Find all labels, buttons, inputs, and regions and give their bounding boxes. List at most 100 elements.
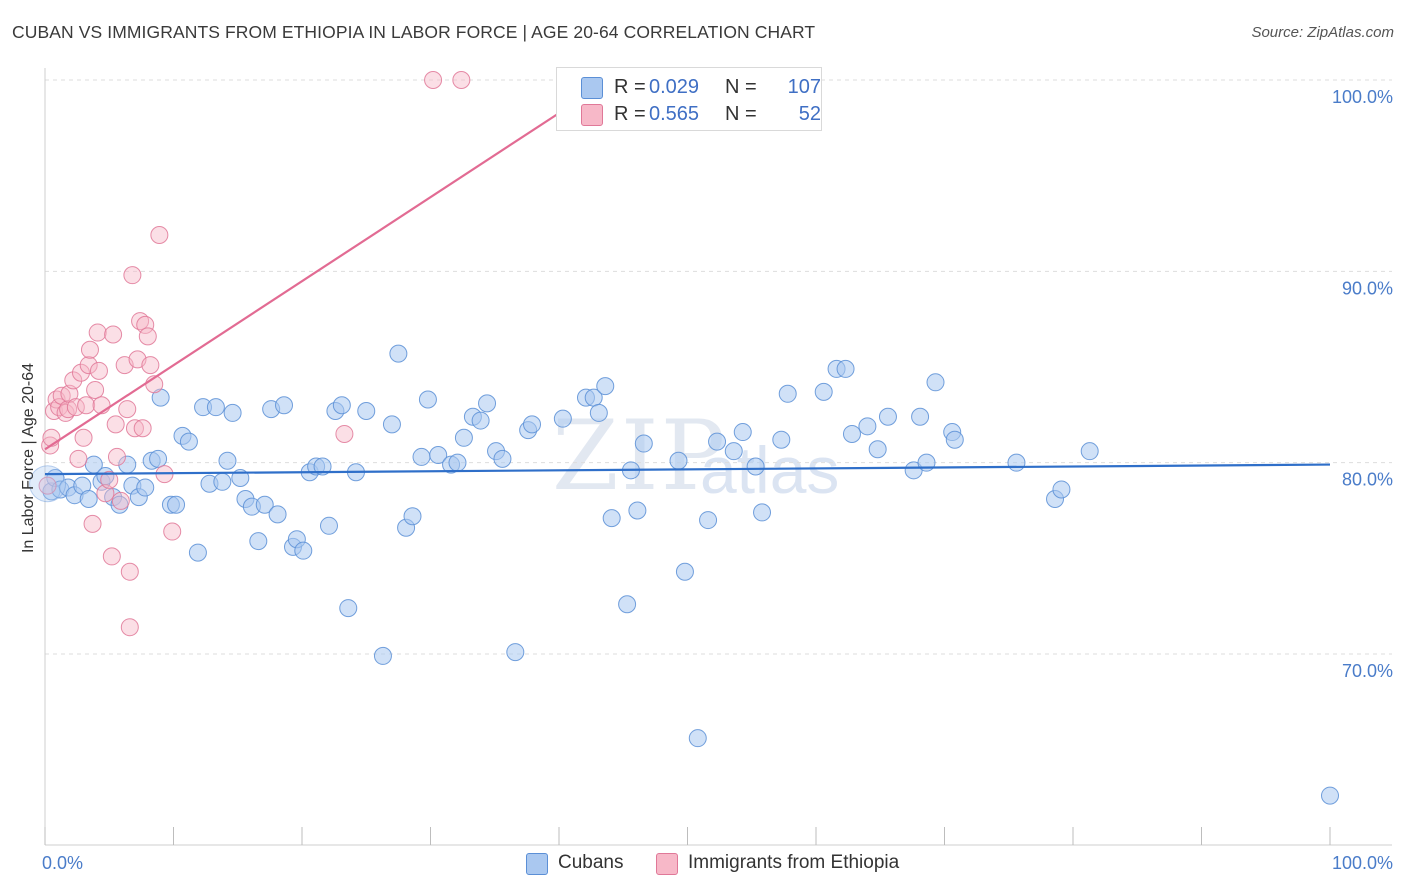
- cuban-point: [389, 344, 408, 363]
- ethiopia-point: [64, 371, 83, 390]
- ethiopia-point: [111, 491, 130, 510]
- cuban-point: [382, 415, 401, 434]
- cubans-swatch: [581, 77, 603, 99]
- cuban-point: [218, 451, 237, 470]
- r-value: 0.029: [649, 76, 700, 98]
- y-tick-label: 80.0%: [1342, 470, 1393, 490]
- ethiopia-point: [424, 71, 443, 89]
- cuban-point: [471, 411, 490, 430]
- n-value: 107: [787, 76, 821, 98]
- cuban-point: [206, 398, 225, 417]
- cuban-point: [412, 447, 431, 466]
- watermark-zip: ZIP: [552, 400, 728, 512]
- cuban-point: [268, 505, 287, 524]
- ethiopia-point: [42, 428, 61, 447]
- ethiopia-point: [102, 547, 121, 566]
- cuban-point: [478, 394, 497, 413]
- cuban-point: [249, 532, 268, 551]
- chart-title: CUBAN VS IMMIGRANTS FROM ETHIOPIA IN LAB…: [12, 22, 816, 42]
- ethiopia-trend-line: [44, 109, 564, 451]
- grid-lines: [45, 79, 1392, 655]
- ethiopia-point: [89, 361, 108, 380]
- cuban-point: [733, 423, 752, 442]
- cuban-point: [945, 430, 964, 449]
- ethiopia-point: [104, 325, 123, 344]
- cuban-point: [332, 396, 351, 415]
- cuban-point: [339, 599, 358, 618]
- cuban-point: [403, 507, 422, 526]
- n-label: N =: [725, 103, 757, 125]
- cuban-point: [553, 409, 572, 428]
- ethiopia-point: [100, 470, 119, 489]
- cuban-point: [213, 472, 232, 491]
- ethiopia-point: [77, 396, 96, 415]
- ethiopia-point: [106, 415, 125, 434]
- cuban-point: [493, 449, 512, 468]
- cuban-point: [418, 390, 437, 409]
- cuban-point: [836, 359, 855, 378]
- cuban-point: [448, 453, 467, 472]
- cuban-point: [602, 509, 621, 528]
- axis-labels: 70.0% 80.0% 90.0% 100.0% 0.0% 100.0% In Labor …: [20, 87, 1393, 873]
- cuban-point: [628, 501, 647, 520]
- data-points: [29, 71, 1339, 805]
- axes: [44, 68, 1392, 846]
- cuban-point: [1052, 480, 1071, 499]
- cuban-point: [688, 729, 707, 748]
- cuban-point: [814, 382, 833, 401]
- cuban-point: [926, 373, 945, 392]
- cuban-trend-line: [44, 463, 1331, 476]
- ethiopia-swatch: [581, 104, 603, 126]
- cuban-point: [373, 646, 392, 665]
- cuban-point: [188, 543, 207, 562]
- ethiopia-point: [123, 266, 142, 285]
- ethiopia-point: [83, 514, 102, 533]
- cuban-point: [699, 511, 718, 530]
- ethiopia-point: [71, 363, 90, 382]
- cuban-point: [842, 424, 861, 443]
- cuban-point: [255, 495, 274, 514]
- ethiopia-point: [150, 225, 169, 244]
- ethiopia-point: [59, 400, 78, 419]
- cuban-point: [911, 407, 930, 426]
- y-tick-label: 100.0%: [1332, 87, 1393, 107]
- ethiopia-point: [136, 315, 155, 334]
- ethiopia-point: [335, 424, 354, 443]
- ethiopia-point: [74, 428, 93, 447]
- trend-lines: [44, 109, 1331, 476]
- cuban-point: [1080, 442, 1099, 461]
- cuban-point: [223, 403, 242, 422]
- cuban-point: [868, 440, 887, 459]
- cuban-point: [746, 457, 765, 476]
- n-label: N =: [725, 76, 757, 98]
- cuban-point: [319, 516, 338, 535]
- ethiopia-legend-swatch: [656, 853, 678, 875]
- cubans-legend-swatch: [526, 853, 548, 875]
- cuban-point: [294, 541, 313, 560]
- cuban-point: [357, 402, 376, 421]
- cuban-point: [429, 446, 448, 465]
- cuban-point: [878, 407, 897, 426]
- ethiopia-point: [133, 419, 152, 438]
- ethiopia-point: [138, 327, 157, 346]
- y-tick-label: 90.0%: [1342, 278, 1393, 298]
- ethiopia-point: [125, 419, 144, 438]
- cuban-point: [778, 384, 797, 403]
- cuban-point: [708, 432, 727, 451]
- cuban-point: [858, 417, 877, 436]
- r-label: R =: [614, 76, 646, 98]
- cuban-point: [454, 428, 473, 447]
- ethiopia-point: [120, 618, 139, 637]
- cuban-point: [675, 562, 694, 581]
- cuban-point: [313, 457, 332, 476]
- cuban-point: [523, 415, 542, 434]
- r-value: 0.565: [649, 103, 700, 125]
- ethiopia-point: [79, 356, 98, 375]
- ethiopia-legend-label: Immigrants from Ethiopia: [688, 852, 900, 873]
- correlation-legend: R = 0.029 N = 107 R = 0.565 N = 52: [556, 67, 822, 131]
- cuban-point: [136, 478, 155, 497]
- cuban-point: [1321, 786, 1339, 805]
- ethiopia-point: [163, 522, 182, 541]
- ethiopia-point: [120, 562, 139, 581]
